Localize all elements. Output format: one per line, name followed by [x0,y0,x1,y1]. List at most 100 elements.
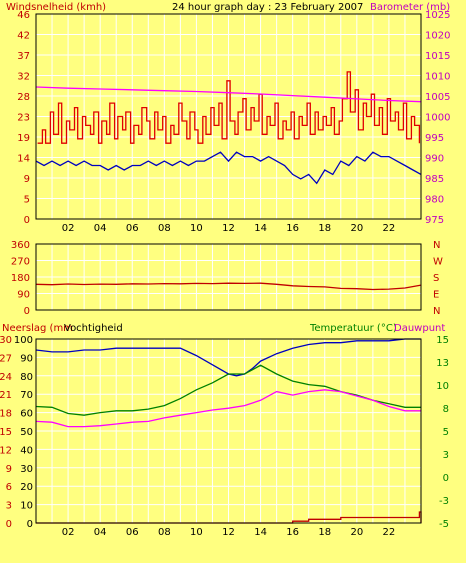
wind-axis-tick: 42 [17,31,30,42]
bottom-x-tick-label: 08 [158,527,171,538]
barometer-axis-tick: 995 [425,133,444,144]
wind-axis-title: Windsnelheid (kmh) [6,2,106,13]
barometer-axis-tick: 980 [425,195,444,206]
barometer-axis-tick: 1000 [425,113,450,124]
top-x-tick-label: 04 [94,223,107,234]
temperature-axis-tick: 5 [443,427,449,438]
bottom-x-tick-label: 04 [94,527,107,538]
wind-axis-tick: 23 [17,113,30,124]
bottom-x-tick-label: 06 [126,527,139,538]
rain-axis-tick: 21 [0,390,12,401]
barometer-axis-tick: 1015 [425,51,450,62]
top-x-tick-label: 14 [254,223,267,234]
wind-axis-tick: 28 [17,92,30,103]
wind-axis-tick: 14 [17,154,30,165]
wind-axis-tick: 32 [17,72,30,83]
direction-axis-tick: 180 [11,273,30,284]
bottom-x-tick-label: 12 [222,527,235,538]
bottom-x-tick-label: 14 [254,527,267,538]
top-x-tick-label: 16 [286,223,299,234]
temperature-axis-tick: 15 [436,335,449,346]
barometer-axis-tick: 985 [425,174,444,185]
humidity-axis-tick: 100 [14,335,33,346]
top-x-tick-label: 12 [222,223,235,234]
bottom-x-tick-label: 16 [286,527,299,538]
rain-axis-tick: 27 [0,353,12,364]
wind-axis-tick: 37 [17,51,30,62]
rain-axis-tick: 9 [6,464,12,475]
humidity-axis-tick: 30 [20,464,33,475]
humidity-axis-tick: 50 [20,427,33,438]
bottom-x-tick-label: 20 [350,527,363,538]
direction-axis-tick: 90 [17,290,30,301]
rain-axis-tick: 24 [0,372,12,383]
bottom-x-tick-label: 22 [383,527,396,538]
wind-axis-tick: 5 [24,195,30,206]
compass-axis-tick: N [433,240,440,251]
barometer-series-line [35,86,422,103]
humidity-axis-tick: 70 [20,390,33,401]
bottom-x-tick-label: 18 [318,527,331,538]
humidity-axis-tick: 80 [20,372,33,383]
dewpoint-series-line [35,389,421,428]
wind_avg-series-line [35,151,422,185]
top-x-tick-label: 08 [158,223,171,234]
humidity-axis-tick: 90 [20,353,33,364]
top-x-tick-label: 06 [126,223,139,234]
top-x-tick-label: 18 [318,223,331,234]
bottom-x-tick-label: 10 [190,527,203,538]
middle-plot-frame [35,243,422,311]
rain-axis-tick: 0 [6,519,12,530]
rain-axis-tick: 6 [6,482,12,493]
humidity-axis-title: Vochtigheid [64,323,123,334]
temperature-axis-title: Temperatuur (°C) [309,323,397,334]
temperature-axis-tick: 3 [443,450,449,461]
direction-series-line [35,282,422,291]
barometer-axis-tick: 1025 [425,10,450,21]
top-x-tick-label: 02 [62,223,75,234]
wind-axis-tick: 0 [24,215,30,226]
bottom-plot-frame [35,338,422,524]
barometer-axis-tick: 975 [425,215,444,226]
direction-axis-tick: 270 [11,257,30,268]
direction-axis-tick: 0 [24,306,30,317]
top-x-tick-label: 10 [190,223,203,234]
barometer-axis-tick: 1005 [425,92,450,103]
bottom-x-tick-label: 02 [62,527,75,538]
temperature-axis-tick: 8 [443,404,449,415]
barometer-axis-tick: 1010 [425,72,450,83]
temperature-series-line [35,364,421,416]
compass-axis-tick: N [433,306,440,317]
rain-axis-tick: 30 [0,335,12,346]
humidity-axis-tick: 60 [20,409,33,420]
humidity-axis-tick: 10 [20,501,33,512]
rain-axis-tick: 3 [6,501,12,512]
wind-axis-tick: 46 [17,10,30,21]
barometer-axis-title: Barometer (mb) [370,2,450,13]
temperature-axis-tick: 13 [436,358,449,369]
humidity-axis-tick: 0 [27,519,33,530]
chart-title: 24 hour graph day : 23 February 2007 [172,2,363,13]
top-plot-frame [35,13,422,220]
temperature-axis-tick: -3 [439,496,449,507]
direction-axis-tick: 360 [11,240,30,251]
rain-axis-title: Neerslag (mm [2,323,73,334]
humidity-axis-tick: 20 [20,482,33,493]
barometer-axis-tick: 1020 [425,31,450,42]
rain-axis-tick: 12 [0,445,12,456]
temperature-axis-tick: 10 [436,381,449,392]
temperature-axis-tick: -5 [439,519,449,530]
compass-axis-tick: W [433,257,443,268]
humidity-axis-tick: 40 [20,445,33,456]
barometer-axis-tick: 990 [425,154,444,165]
wind-axis-tick: 19 [17,133,30,144]
compass-axis-tick: E [433,290,439,301]
temperature-axis-tick: 0 [443,473,449,484]
wind-axis-tick: 9 [24,174,30,185]
rain-axis-tick: 18 [0,409,12,420]
wind_gust-series-line [37,71,421,144]
compass-axis-tick: S [433,273,439,284]
dewpoint-axis-title: Dauwpunt [394,323,445,334]
